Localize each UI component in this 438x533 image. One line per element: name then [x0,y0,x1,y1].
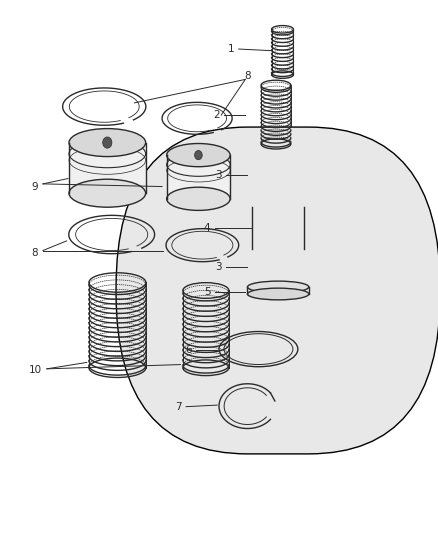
Text: 4: 4 [204,223,211,233]
Ellipse shape [102,137,112,148]
Text: 3: 3 [215,170,222,180]
Ellipse shape [252,198,304,217]
Ellipse shape [247,288,309,300]
Polygon shape [252,207,304,249]
Polygon shape [166,155,230,199]
FancyBboxPatch shape [116,127,438,454]
Text: 3: 3 [215,262,222,271]
Text: 7: 7 [175,402,182,411]
Polygon shape [69,142,145,193]
Ellipse shape [194,150,202,160]
Text: 8: 8 [32,248,39,258]
Text: 10: 10 [28,366,42,375]
Ellipse shape [166,187,230,211]
Text: 5: 5 [204,287,211,296]
Text: 2: 2 [213,110,220,119]
Ellipse shape [69,179,145,207]
Text: 6: 6 [185,345,192,354]
Text: 9: 9 [32,182,39,191]
Ellipse shape [275,204,281,211]
Ellipse shape [69,128,145,157]
Ellipse shape [166,143,230,167]
Text: 8: 8 [244,71,251,81]
Ellipse shape [252,239,304,259]
Ellipse shape [247,281,309,293]
Text: 1: 1 [227,44,234,54]
